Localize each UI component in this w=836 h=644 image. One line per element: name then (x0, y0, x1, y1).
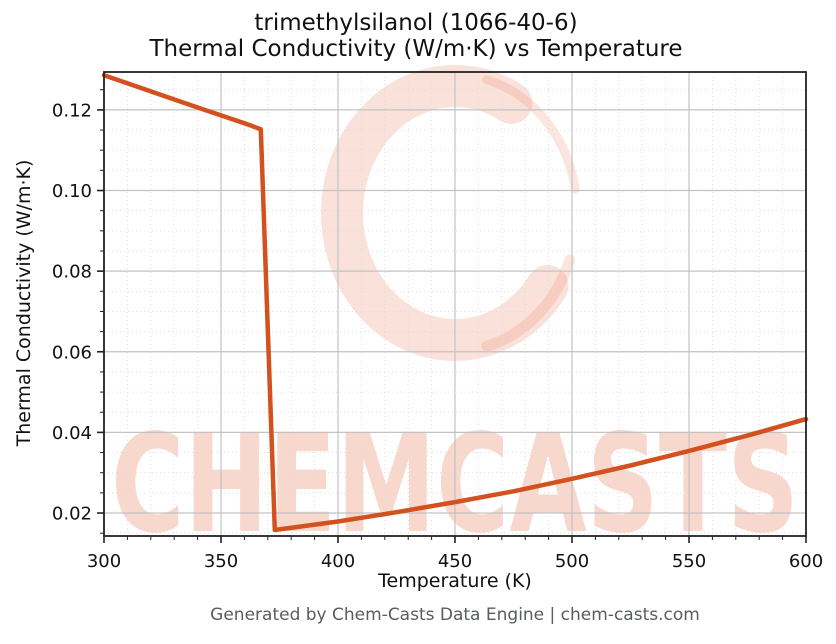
svg-text:0.04: 0.04 (52, 423, 92, 444)
svg-text:350: 350 (204, 551, 238, 572)
svg-text:450: 450 (438, 551, 472, 572)
svg-text:400: 400 (321, 551, 355, 572)
chart-title-line1: trimethylsilanol (1066-40-6) (254, 10, 578, 36)
y-axis-label: Thermal Conductivity (W/m·K) (13, 159, 35, 447)
chart-title-line2: Thermal Conductivity (W/m·K) vs Temperat… (149, 36, 683, 62)
svg-text:0.06: 0.06 (52, 342, 92, 363)
svg-text:0.02: 0.02 (52, 504, 92, 525)
x-axis-label: Temperature (K) (378, 570, 532, 592)
svg-text:0.08: 0.08 (52, 262, 92, 283)
svg-text:550: 550 (672, 551, 706, 572)
svg-text:0.12: 0.12 (52, 100, 92, 121)
svg-text:600: 600 (789, 551, 823, 572)
svg-text:500: 500 (555, 551, 589, 572)
svg-text:0.10: 0.10 (52, 181, 92, 202)
svg-text:300: 300 (87, 551, 121, 572)
chart-title: trimethylsilanol (1066-40-6) Thermal Con… (0, 10, 832, 62)
footer-attribution: Generated by Chem-Casts Data Engine | ch… (210, 605, 700, 625)
